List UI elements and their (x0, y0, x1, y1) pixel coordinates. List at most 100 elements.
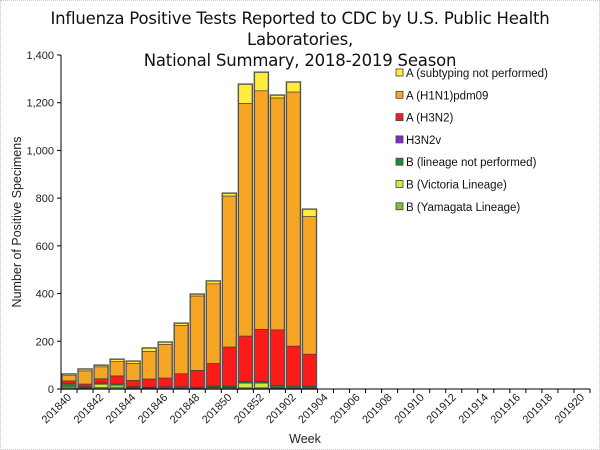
bar-segment (93, 383, 109, 388)
legend-swatch (395, 135, 404, 144)
chart-title-line2: National Summary, 2018-2019 Season (143, 51, 457, 70)
bar-segment (238, 382, 253, 389)
legend-label: B (Yamagata Lineage) (406, 202, 520, 214)
bar-stack-201849 (205, 280, 222, 390)
bar-segment (141, 378, 157, 388)
x-tick-label: 201852 (232, 392, 266, 426)
x-tick-label: 201918 (521, 392, 555, 426)
bar-stack-201841 (77, 368, 93, 390)
bar-stack-201903 (301, 208, 318, 390)
y-tick-label: 200 (36, 336, 54, 348)
x-tick-label: 201844 (104, 392, 138, 426)
x-tick-label: 201910 (392, 392, 426, 426)
y-tick-label: 800 (36, 193, 54, 205)
x-tick-label: 201848 (168, 392, 202, 426)
legend-label: A (H3N2) (406, 113, 453, 125)
x-tick-label: 201908 (360, 392, 394, 426)
bar-segment (302, 208, 317, 217)
y-axis-title: Number of Positive Specimens (10, 137, 24, 308)
bar-stack-201852 (253, 71, 270, 390)
x-tick-label: 201902 (264, 392, 298, 426)
legend-label: B (lineage not performed) (406, 157, 537, 169)
legend-item: B (Victoria Lineage) (395, 180, 507, 192)
legend-label: A (H1N1)pdm09 (406, 90, 488, 102)
legend-swatch (395, 180, 404, 188)
x-axis-title: Week (289, 432, 321, 446)
y-tick-label: 0 (48, 384, 54, 396)
x-tick-label: 201906 (328, 392, 362, 426)
legend: A (subtyping not performed) A (H1N1)pdm09… (395, 68, 548, 214)
bar-segment (254, 329, 269, 382)
y-tick-label: 1,400 (26, 50, 54, 62)
bar-stack-201851 (237, 83, 254, 390)
bar-segment (125, 380, 141, 387)
bar-segment (205, 363, 221, 387)
legend-label: A (subtyping not performed) (406, 68, 548, 80)
legend-label: B (Victoria Lineage) (406, 180, 507, 192)
bar-segment (189, 295, 205, 371)
chart-title-line1: Influenza Positive Tests Reported to CDC… (50, 9, 550, 49)
bar-segment (189, 370, 205, 388)
legend-swatch (395, 202, 404, 211)
bar-segment (254, 382, 269, 389)
bar-segment (77, 370, 93, 385)
bar-segment (61, 375, 77, 382)
bar-segment (238, 83, 253, 104)
bar-stack-201850 (221, 192, 238, 390)
bar-segment (222, 346, 237, 387)
bar-stack-201847 (173, 322, 189, 390)
bar-segment (61, 383, 77, 387)
bar-segment (270, 385, 285, 389)
legend-item: A (H1N1)pdm09 (395, 90, 488, 102)
bar-segment (286, 345, 301, 387)
bar-segment (109, 361, 125, 377)
bar-stack-201845 (141, 347, 157, 390)
bar-segment (286, 81, 301, 93)
bar-segment (93, 378, 109, 384)
y-tick-label: 1,000 (26, 145, 54, 157)
y-tick-label: 400 (36, 289, 54, 301)
bar-segment (109, 375, 125, 385)
bar-segment (286, 91, 301, 347)
bar-segment (302, 216, 317, 355)
legend-item: B (lineage not performed) (395, 157, 537, 169)
legend-swatch (395, 68, 404, 77)
legend-swatch (395, 90, 404, 99)
bar-segment (238, 103, 253, 337)
chart-title: Influenza Positive Tests Reported to CDC… (0, 8, 600, 71)
x-tick-label: 201842 (72, 392, 106, 426)
x-tick-label: 201846 (136, 392, 170, 426)
bar-segment (61, 380, 77, 385)
bar-segment (173, 325, 189, 375)
bar-segment (157, 377, 173, 387)
legend-item: H3N2v (395, 135, 441, 147)
x-tick-label: 201916 (489, 392, 523, 426)
bar-segment (270, 97, 285, 331)
bar-segment (222, 195, 237, 348)
legend-swatch (395, 113, 404, 121)
bar-segment (141, 351, 157, 380)
x-tick-label: 201850 (200, 392, 234, 426)
bar-stack-201848 (189, 293, 205, 390)
y-tick-label: 600 (36, 241, 54, 253)
bars-group (61, 71, 318, 390)
legend-item: B (Yamagata Lineage) (395, 202, 520, 214)
bar-segment (238, 335, 253, 382)
legend-label: H3N2v (406, 135, 441, 147)
bar-segment (125, 363, 141, 381)
bar-segment (254, 71, 269, 92)
legend-item: A (H3N2) (395, 113, 453, 125)
bar-stack-201840 (61, 373, 77, 390)
y-tick-label: 1,200 (26, 98, 54, 110)
x-tick-label: 201912 (424, 392, 458, 426)
bar-segment (270, 329, 285, 386)
legend-item: A (subtyping not performed) (395, 68, 548, 80)
x-tick-label: 201920 (553, 392, 587, 426)
x-tick-label: 201914 (456, 392, 490, 426)
bar-stack-201902 (285, 81, 302, 390)
bar-stack-201846 (157, 341, 173, 390)
bar-segment (77, 383, 93, 387)
legend-swatch (395, 157, 404, 166)
bar-segment (205, 283, 221, 364)
